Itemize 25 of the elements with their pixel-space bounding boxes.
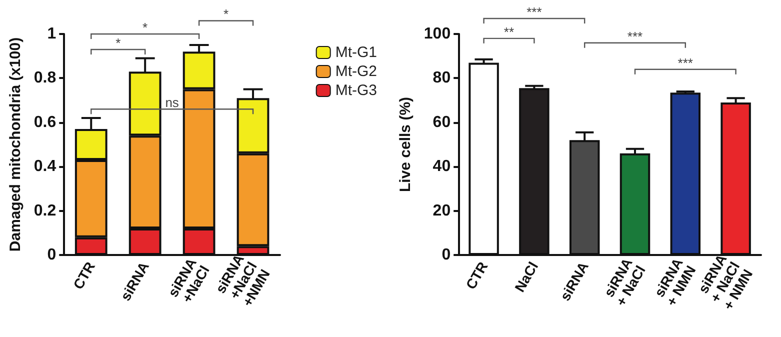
y-tick-label: 100 — [424, 26, 451, 42]
legend-label: Mt-G3 — [335, 82, 378, 99]
y-tick-label: 40 — [432, 158, 451, 176]
text: *** — [526, 4, 542, 20]
text: * — [224, 6, 229, 22]
y-tick-label: 80 — [432, 70, 451, 87]
y-tick-label: 20 — [432, 202, 451, 220]
y-tick-label: 0 — [442, 246, 451, 264]
y-tick-label: 60 — [432, 114, 451, 131]
annotation: *** — [678, 55, 693, 70]
legend-label: Mt-G1 — [335, 44, 378, 61]
y-tick-label: 0.2 — [34, 202, 56, 220]
y-tick-label: 0.6 — [34, 114, 56, 131]
y-tick-label: 0.8 — [34, 70, 56, 87]
annotation: *** — [627, 28, 643, 44]
annotation: * — [142, 20, 148, 35]
annotation: * — [116, 35, 121, 50]
y-axis-title: Live cells (%) — [397, 96, 414, 192]
y-tick-label: 0.4 — [34, 158, 56, 176]
legend-label: Mt-G2 — [335, 63, 378, 80]
annotation: ns — [165, 95, 180, 110]
annotation: ** — [504, 24, 514, 40]
y-tick-label: 1 — [47, 26, 56, 42]
y-axis-title: Damaged mitochondria (x100) — [7, 37, 24, 252]
y-tick-label: 0 — [47, 246, 56, 264]
